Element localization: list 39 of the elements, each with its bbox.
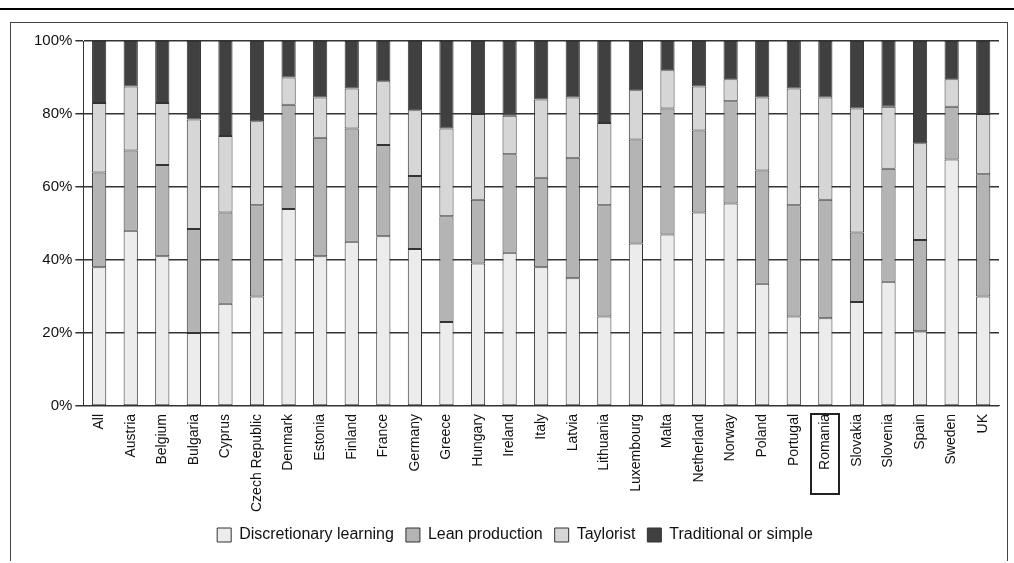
x-tick-label: Estonia [311, 413, 328, 461]
x-tick-label: Finland [342, 413, 359, 460]
x-tick-label: All [90, 413, 107, 430]
x-tick-label: Norway [721, 413, 738, 462]
legend-label: Traditional or simple [669, 525, 813, 543]
x-tick-label: Netherland [689, 413, 706, 483]
x-tick-label: Slovakia [847, 413, 864, 467]
y-tick-label: 20% [42, 323, 73, 341]
x-tick-label: Poland [753, 413, 770, 458]
x-tick-label: Romania [816, 413, 833, 470]
y-tick-label: 0% [50, 396, 73, 414]
x-tick-label: Portugal [784, 413, 801, 467]
x-tick-label: Malta [658, 413, 675, 449]
x-tick-label: Germany [405, 413, 422, 472]
x-tick-label: Austria [121, 413, 138, 458]
x-tick-label: Belgium [153, 413, 170, 465]
x-tick-label: Greece [437, 413, 454, 460]
y-tick-label: 100% [33, 31, 73, 49]
x-tick-label: France [374, 413, 391, 458]
x-tick-label: Slovenia [879, 413, 896, 468]
x-tick-label: Latvia [563, 413, 580, 452]
y-tick-label: 40% [42, 250, 73, 268]
x-tick-label: Czech Republic [247, 413, 264, 513]
x-tick-label: Cyprus [216, 413, 233, 459]
x-tick-label: Italy [532, 413, 549, 440]
x-tick-label: Luxembourg [626, 413, 643, 492]
x-tick-label: Hungary [468, 413, 485, 467]
legend-label: Lean production [427, 525, 543, 543]
y-tick-label: 80% [42, 104, 73, 122]
x-tick-label: Bulgaria [184, 413, 201, 466]
x-tick-label: Lithuania [595, 413, 612, 471]
legend-label: Taylorist [576, 525, 636, 543]
x-tick-label: Sweden [942, 413, 959, 465]
x-tick-label: Denmark [279, 412, 296, 471]
x-tick-label: Spain [910, 413, 927, 450]
x-tick-label: Ireland [500, 413, 517, 457]
x-tick-label: UK [974, 413, 991, 434]
y-tick-label: 60% [42, 177, 73, 195]
legend-label: Discretionary learning [239, 525, 394, 543]
